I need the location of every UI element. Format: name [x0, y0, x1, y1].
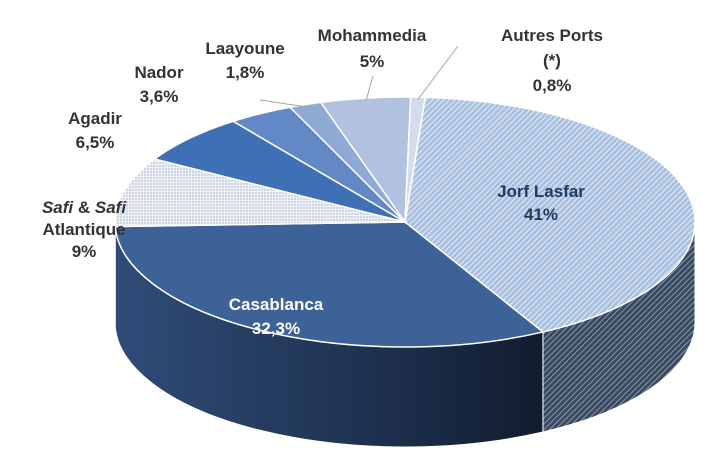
- label-casablanca: Casablanca 32,3%: [229, 295, 324, 338]
- label-jorf-lasfar: Jorf Lasfar 41%: [497, 182, 585, 224]
- pie-slice-casablanca: [114, 221, 545, 348]
- pie-slice-safi-safi-atlantique: [114, 158, 406, 228]
- pie-top-faces: [114, 96, 696, 348]
- pie-slice-agadir: [152, 120, 406, 223]
- label-nador: Nador 3,6%: [134, 63, 184, 106]
- label-autres-ports-: Autres Ports (*) 0,8%: [501, 26, 603, 95]
- leader-lines: [259, 45, 459, 108]
- label-mohammedia: Mohammedia 5%: [318, 26, 427, 71]
- slice-labels: Jorf Lasfar 41% Casablanca 32,3% Safi & Safi…: [42, 26, 603, 338]
- label-laayoune: Laayoune 1,8%: [205, 39, 284, 82]
- leader-laayoune: [259, 99, 308, 108]
- leader-mohammedia: [365, 75, 374, 101]
- label-agadir: Agadir 6,5%: [68, 109, 122, 152]
- label-safi-safi-atlantique: Safi & Safi Atlantique 9%: [42, 198, 127, 261]
- pie-slice-autres-ports-: [404, 96, 427, 223]
- leader-autres-ports-: [417, 45, 459, 100]
- pie-slice-jorf-lasfar: [404, 96, 696, 333]
